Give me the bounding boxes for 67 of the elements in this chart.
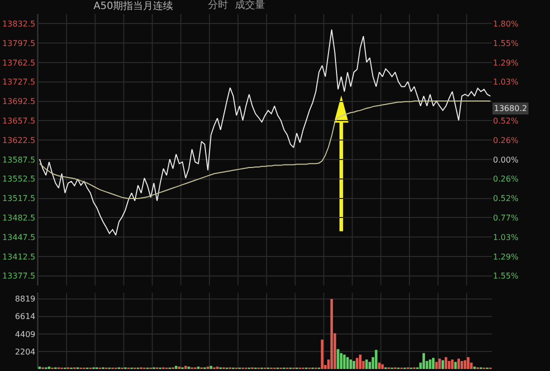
bar bbox=[352, 361, 356, 369]
chart-title: A50期指当月连续 bbox=[94, 0, 174, 12]
y2-tick-label: 1.29% bbox=[493, 252, 519, 262]
line-series bbox=[39, 100, 491, 200]
y-tick-label: 13552.5 bbox=[2, 174, 36, 184]
y2-tick-label: 0.52% bbox=[493, 116, 519, 126]
y2-tick-label: 0.00% bbox=[493, 155, 519, 164]
y2-tick-label: 1.03% bbox=[493, 78, 519, 87]
y2-tick-label: 1.03% bbox=[493, 232, 519, 242]
bar bbox=[378, 362, 381, 369]
bar bbox=[320, 340, 324, 369]
bar bbox=[457, 358, 460, 369]
bar bbox=[464, 360, 466, 369]
y-tick-label: 6614 bbox=[15, 312, 36, 322]
bar bbox=[330, 299, 333, 369]
y-tick-label: 13587.5 bbox=[2, 155, 36, 164]
y2-tick-label: 0.77% bbox=[493, 213, 519, 222]
y-tick-label: 13447.5 bbox=[2, 232, 36, 242]
y-tick-label: 13377.5 bbox=[2, 272, 36, 281]
bar bbox=[381, 364, 384, 369]
bar bbox=[343, 354, 346, 369]
bar bbox=[210, 366, 212, 369]
bar bbox=[365, 359, 368, 369]
y-tick-label: 13622.5 bbox=[2, 136, 36, 145]
bar bbox=[454, 362, 457, 369]
y-tick-label: 8819 bbox=[15, 294, 36, 304]
bar bbox=[422, 353, 426, 369]
y-tick-label: 13482.5 bbox=[2, 213, 36, 222]
y-tick-label: 13412.5 bbox=[2, 252, 36, 262]
y2-tick-label: 1.80% bbox=[493, 20, 519, 29]
y-tick-label: 13797.5 bbox=[2, 38, 36, 48]
bar bbox=[438, 358, 441, 369]
y2-tick-label: 1.29% bbox=[493, 58, 519, 68]
y-tick-label: 13657.5 bbox=[2, 116, 36, 126]
bar bbox=[448, 361, 450, 369]
bar bbox=[435, 362, 438, 369]
y2-tick-label: 1.55% bbox=[493, 38, 519, 48]
bar bbox=[460, 361, 464, 369]
bar bbox=[174, 366, 178, 369]
bar bbox=[349, 359, 352, 369]
annotation: 13680.2 bbox=[494, 104, 528, 113]
bar bbox=[428, 359, 432, 369]
bar bbox=[432, 358, 435, 369]
bar bbox=[442, 360, 444, 369]
y2-tick-label: 0.26% bbox=[493, 136, 519, 145]
y-tick-label: 13762.5 bbox=[2, 58, 36, 68]
y-tick-label: 4409 bbox=[15, 330, 36, 339]
bar bbox=[346, 357, 349, 369]
bar bbox=[356, 358, 358, 369]
text: 分时 bbox=[208, 0, 228, 11]
bar bbox=[466, 357, 470, 369]
y-tick-label: 13692.5 bbox=[2, 97, 36, 106]
bar bbox=[374, 350, 378, 369]
y-tick-label: 2204 bbox=[15, 347, 36, 356]
bar bbox=[184, 366, 187, 369]
bar bbox=[340, 353, 342, 369]
bar bbox=[444, 357, 448, 369]
y2-tick-label: 0.52% bbox=[493, 194, 519, 204]
y-tick-label: 13727.5 bbox=[2, 78, 36, 87]
bar bbox=[451, 359, 454, 369]
bar bbox=[336, 349, 340, 369]
y-tick-label: 13517.5 bbox=[2, 194, 36, 204]
bar bbox=[358, 354, 362, 369]
y-tick-label: 13832.5 bbox=[2, 20, 36, 28]
line-series bbox=[39, 29, 491, 236]
y2-tick-label: 0.26% bbox=[493, 174, 519, 184]
y2-tick-label: 1.55% bbox=[493, 272, 519, 281]
